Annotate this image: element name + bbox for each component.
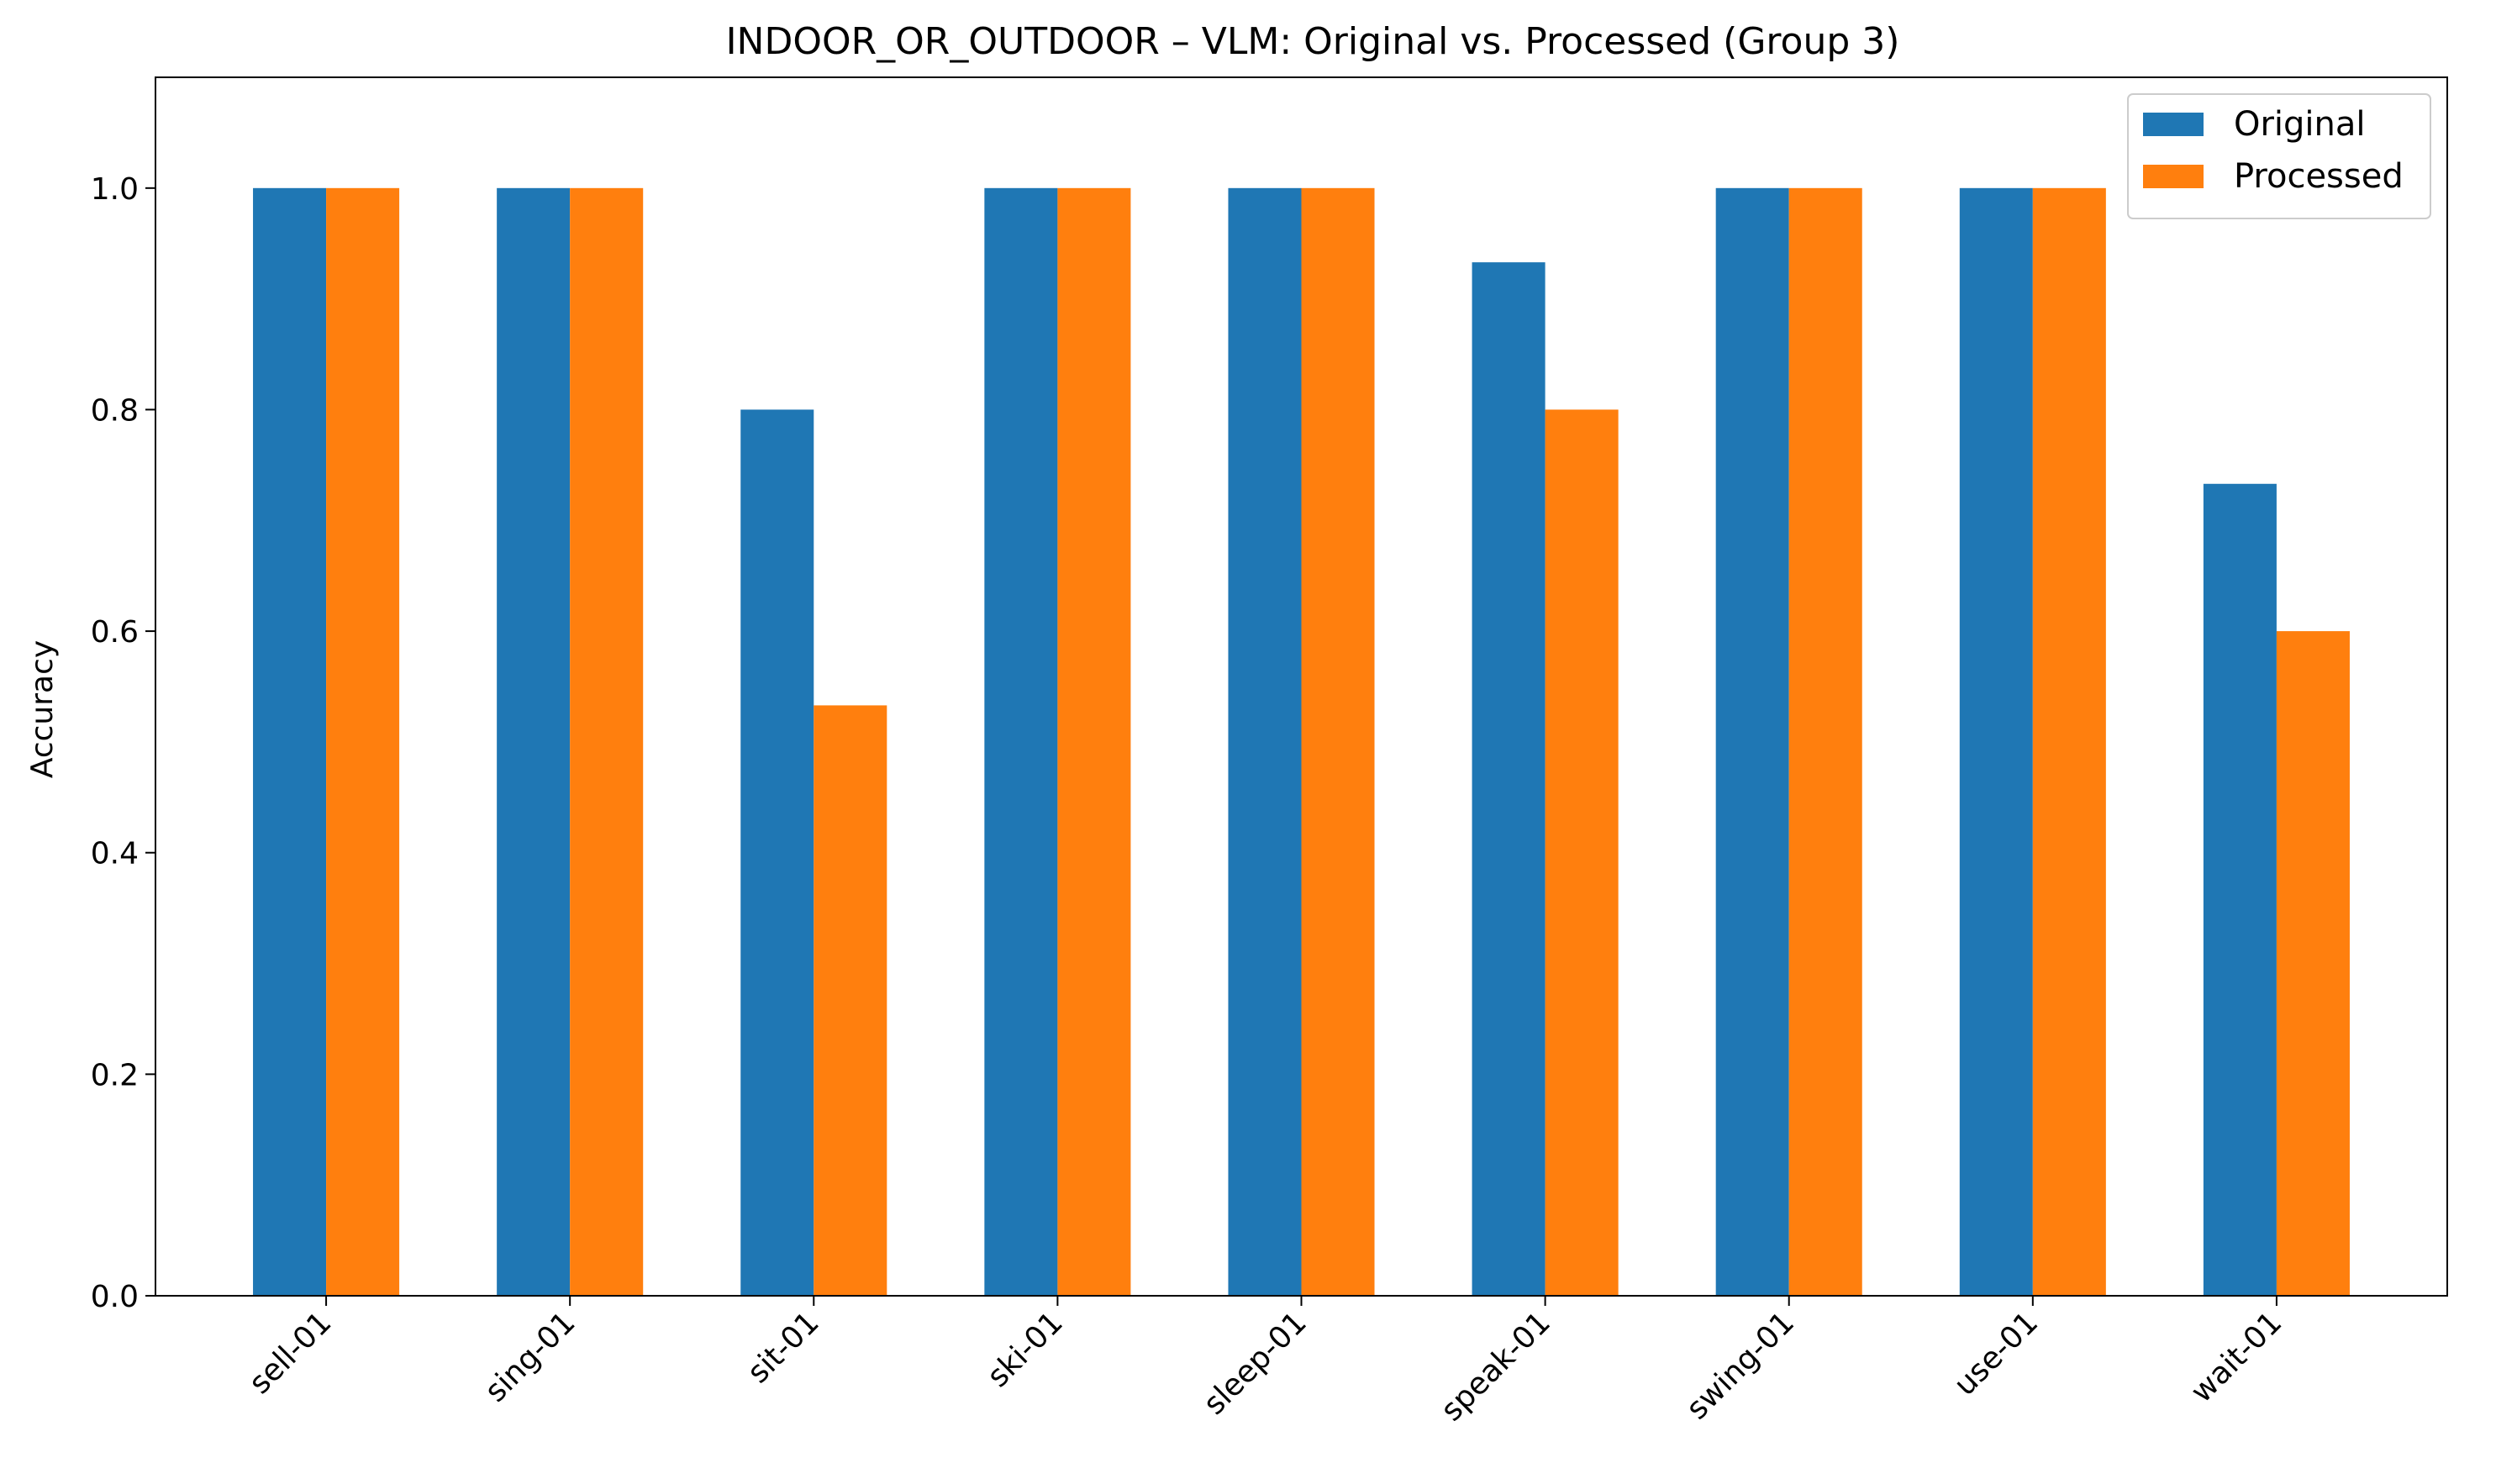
bar-processed-use-01: [2032, 187, 2106, 1296]
bar-processed-swing-01: [1788, 187, 1862, 1296]
bar-original-sit-01: [740, 409, 814, 1297]
chart-title: INDOOR_OR_OUTDOOR – VLM: Original vs. Pr…: [726, 20, 1900, 63]
legend-swatch-original: [2143, 113, 2204, 136]
y-tick-label: 0.2: [91, 1058, 139, 1092]
bar-processed-ski-01: [1057, 187, 1131, 1296]
bar-processed-sing-01: [570, 187, 644, 1296]
bar-original-sing-01: [497, 187, 571, 1296]
y-tick-label: 0.8: [91, 393, 139, 428]
bar-original-swing-01: [1715, 187, 1789, 1296]
legend: Original Processed: [2127, 93, 2431, 219]
bar-original-speak-01: [1472, 262, 1546, 1296]
legend-swatch-processed: [2143, 165, 2204, 188]
bar-original-sleep-01: [1228, 187, 1302, 1296]
bar-processed-sell-01: [326, 187, 400, 1296]
bar-processed-sit-01: [814, 705, 887, 1296]
y-tick-label: 0.4: [91, 837, 139, 871]
y-tick-label: 1.0: [91, 172, 139, 207]
y-tick-label: 0.0: [91, 1280, 139, 1314]
y-tick-label: 0.6: [91, 615, 139, 650]
bar-processed-wait-01: [2276, 631, 2350, 1296]
bar-original-use-01: [1959, 187, 2033, 1296]
legend-label-original: Original: [2234, 105, 2366, 144]
bar-original-wait-01: [2203, 483, 2277, 1296]
bar-original-sell-01: [253, 187, 327, 1296]
legend-label-processed: Processed: [2234, 157, 2404, 196]
y-axis-label: Accuracy: [25, 640, 60, 778]
bar-original-ski-01: [984, 187, 1058, 1296]
bar-processed-speak-01: [1545, 409, 1619, 1297]
bar-processed-sleep-01: [1301, 187, 1375, 1296]
